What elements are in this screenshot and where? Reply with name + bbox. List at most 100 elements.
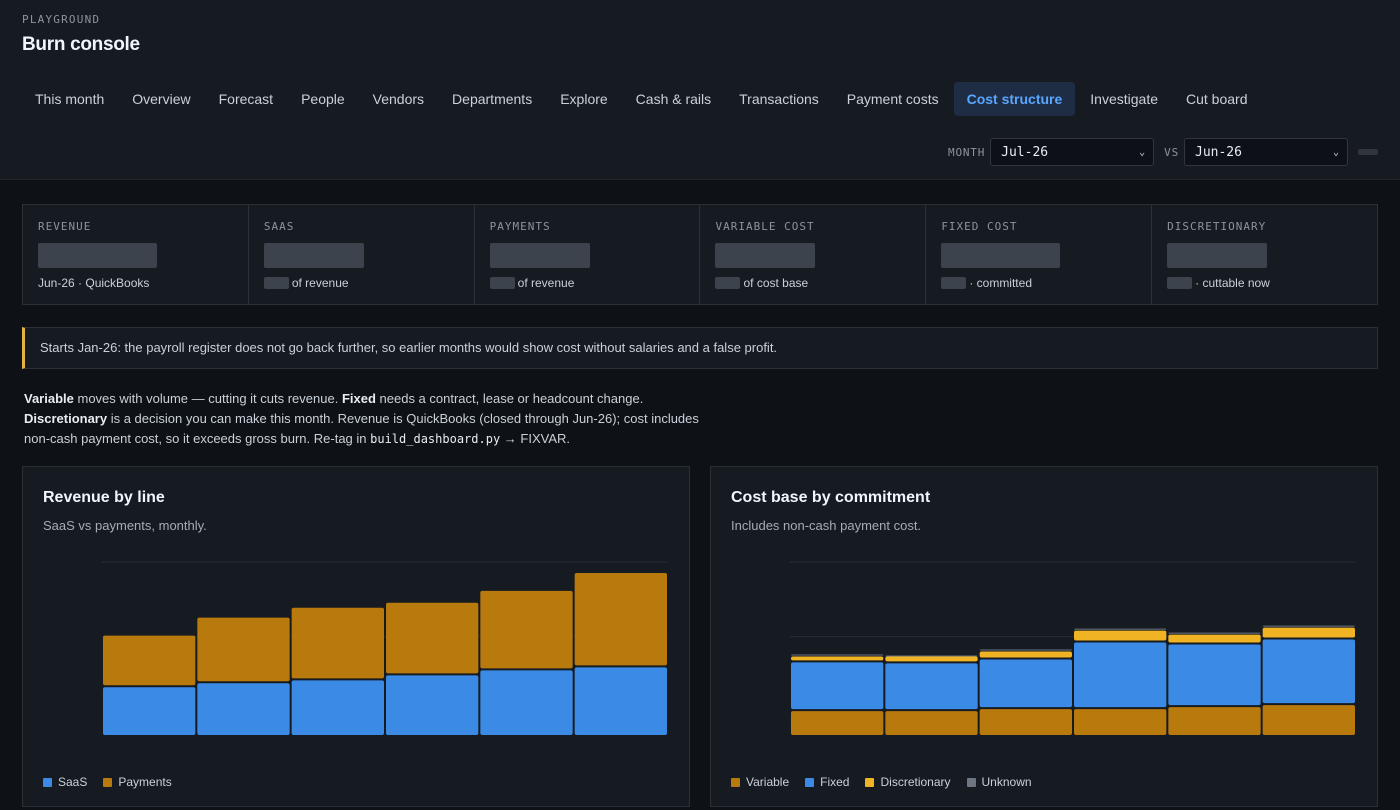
bar-segment-saas [480,670,573,735]
compare-select-value: Jun-26 [1195,144,1242,160]
bar-segment-payments [197,617,290,682]
bar-segment-discretionary [1262,627,1355,638]
kpi-sub: of revenue [291,276,349,290]
legend-item-payments: Payments [103,775,172,789]
cost-base-chart [790,561,1356,735]
tab-departments[interactable]: Departments [452,91,533,107]
bar-segment-fixed [885,663,978,710]
kpi-sub-placeholder [489,277,515,289]
bar-segment-variable [1168,707,1261,735]
bar-segment-variable [885,711,978,735]
kpi-fixed-cost: FIXED COST · committed [926,205,1153,304]
cost-base-by-commitment-card: Cost base by commitment Includes non-cas… [710,466,1378,807]
kpi-discretionary: DISCRETIONARY · cuttable now [1152,205,1377,304]
kpi-sub-row: of revenue [263,276,459,290]
kpi-strip: REVENUE Jun-26 · QuickBooks SAAS of reve… [22,204,1378,305]
kpi-sub-placeholder [941,277,967,289]
compare-select[interactable]: Jun-26 ⌄ [1184,138,1348,166]
bar-segment-payments [480,590,573,669]
term-variable: Variable [24,391,74,406]
legend-item-discretionary: Discretionary [865,775,951,789]
legend-item-fixed: Fixed [805,775,849,789]
legend-label: Fixed [820,775,850,789]
cost-structure-description: Variable moves with volume — cutting it … [24,389,704,449]
tab-transactions[interactable]: Transactions [739,91,819,107]
bar-segment-payments [574,572,667,666]
kpi-sub-row: of cost base [715,276,910,290]
period-controls: MONTH Jul-26 ⌄ VS Jun-26 ⌄ [948,138,1378,166]
bar-segment-discretionary [1074,630,1167,641]
legend-label: SaaS [58,775,88,789]
tab-cut-board[interactable]: Cut board [1186,91,1248,107]
kpi-value-placeholder [263,243,364,268]
chart-legend: SaaS Payments [43,775,188,789]
bar-segment-fixed [1168,644,1261,706]
bar-segment-unknown [1262,625,1355,627]
tab-explore[interactable]: Explore [560,91,608,107]
legend-label: Unknown [981,775,1032,789]
kpi-variable-cost: VARIABLE COST of cost base [700,205,927,304]
tab-payment-costs[interactable]: Payment costs [846,91,939,107]
kpi-sub-placeholder [715,277,741,289]
kpi-value-placeholder [489,243,590,268]
chart-subtitle: Includes non-cash payment cost. [731,518,922,533]
bar-segment-payments [103,635,196,686]
legend-label: Payments [118,775,172,789]
bar-segment-unknown [1074,628,1167,630]
tab-this-month[interactable]: This month [35,91,105,107]
tab-cost-structure[interactable]: Cost structure [953,82,1076,116]
kpi-sub: · committed [969,276,1032,290]
chevron-down-icon: ⌄ [1332,146,1339,158]
bar-segment-saas [197,683,290,735]
tab-cash-rails[interactable]: Cash & rails [635,91,712,107]
bar-segment-discretionary [979,651,1072,658]
desc-text: needs a contract, lease or headcount cha… [375,391,644,406]
chevron-down-icon: ⌄ [1139,146,1146,158]
term-fixed: Fixed [341,391,376,406]
bar-segment-fixed [1074,642,1167,708]
kpi-label: FIXED COST [941,220,1018,233]
kpi-sub-row: · cuttable now [1167,276,1362,290]
month-select-value: Jul-26 [1001,144,1049,160]
revenue-by-line-card: Revenue by line SaaS vs payments, monthl… [22,466,690,807]
legend-item-saas: SaaS [43,775,87,789]
legend-swatch [865,777,875,787]
legend-label: Discretionary [880,775,951,789]
bar-segment-discretionary [1168,634,1261,643]
tab-forecast[interactable]: Forecast [218,91,274,107]
bar-segment-payments [291,607,384,679]
legend-swatch [966,777,976,787]
legend-swatch [103,777,113,787]
chart-legend: Variable Fixed Discretionary Unknown [731,775,1048,789]
kpi-value-placeholder [38,243,157,268]
tab-investigate[interactable]: Investigate [1090,91,1158,107]
bar-segment-variable [979,709,1072,735]
kpi-revenue: REVENUE Jun-26 · QuickBooks [23,205,249,304]
tab-vendors[interactable]: Vendors [372,91,425,107]
kpi-value-placeholder [941,243,1061,268]
tab-overview[interactable]: Overview [132,91,191,107]
bar-segment-unknown [885,655,978,657]
legend-swatch [731,777,740,787]
kpi-sub-row: · committed [941,276,1136,290]
legend-swatch [43,777,52,787]
bar-segment-variable [1262,705,1355,735]
chart-subtitle: SaaS vs payments, monthly. [43,518,207,533]
tab-people[interactable]: People [301,91,345,107]
bar-segment-unknown [979,649,1072,651]
data-range-notice: Starts Jan-26: the payroll register does… [22,327,1378,369]
bar-segment-saas [291,680,384,735]
kpi-sub-placeholder [1167,277,1193,289]
kpi-sub: · cuttable now [1195,276,1270,290]
kpi-label: DISCRETIONARY [1167,220,1267,233]
month-label: MONTH [948,145,986,159]
bar-segment-variable [1074,709,1167,735]
legend-label: Variable [746,775,790,789]
kpi-payments: PAYMENTS of revenue [475,205,701,304]
month-select[interactable]: Jul-26 ⌄ [990,138,1155,166]
tab-bar: This month Overview Forecast People Vend… [22,82,1262,116]
revenue-by-line-chart [102,561,668,735]
legend-item-unknown: Unknown [966,775,1032,789]
kpi-label: SAAS [263,220,295,233]
bar-segment-payments [386,602,479,674]
